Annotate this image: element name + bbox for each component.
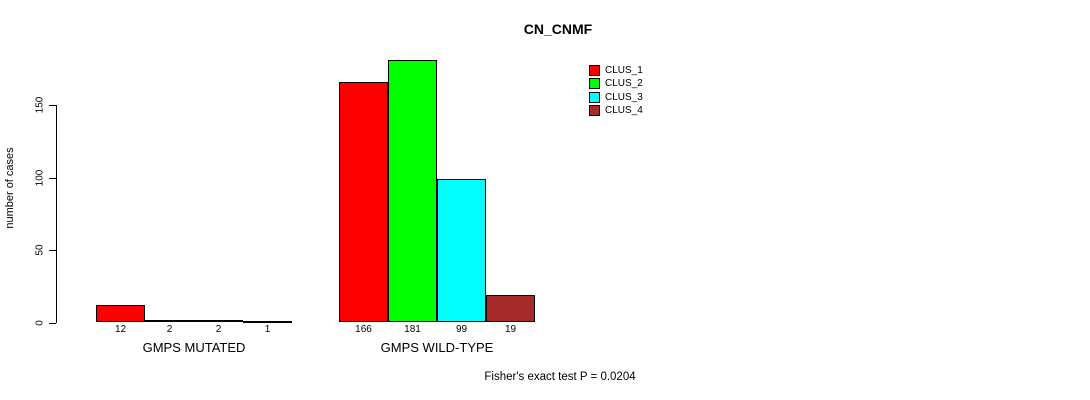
group-label: GMPS WILD-TYPE [380,340,494,355]
bar-value-label: 99 [455,324,468,335]
legend-swatch [589,65,600,76]
legend-label: CLUS_3 [605,91,643,103]
bar-clus_4-0 [243,320,292,323]
legend-label: CLUS_2 [605,78,643,90]
y-tick-mark [49,105,56,106]
bar-value-label: 2 [166,324,173,335]
bar-clus_4-1 [486,294,535,323]
bar-value-label: 181 [404,324,421,335]
y-tick-mark [49,250,56,251]
legend-swatch [589,91,600,103]
y-axis-line [56,105,57,323]
legend-item: CLUS_2 [589,78,643,90]
legend-item: CLUS_3 [589,91,643,103]
bar-value-label: 1 [264,324,271,335]
bar-clus_3-1 [437,178,486,323]
bar-value-label: 166 [355,324,372,335]
y-tick-mark [49,323,56,324]
legend-item: CLUS_4 [589,105,643,117]
legend-label: CLUS_4 [605,105,643,117]
bar-clus_3-0 [194,319,243,323]
y-tick-label: 0 [34,319,46,326]
bar-clus_1-1 [339,81,388,323]
legend-swatch [589,105,600,117]
legend-swatch [589,78,600,90]
y-tick-label: 150 [34,96,46,114]
bar-clus_2-1 [388,60,437,323]
bar-clus_1-0 [96,305,145,323]
y-axis-label: number of cases [4,147,16,229]
bar-value-label: 12 [114,324,127,335]
y-tick-label: 50 [34,244,46,256]
y-tick-mark [49,178,56,179]
legend-item: CLUS_1 [589,65,643,76]
group-label: GMPS MUTATED [142,340,246,355]
y-tick-label: 100 [34,169,46,186]
bar-value-label: 19 [504,324,517,335]
legend-label: CLUS_1 [605,65,643,76]
bar-value-label: 2 [215,324,222,335]
bar-clus_2-0 [145,319,194,323]
chart-title: CN_CNMF [523,21,593,37]
footer-stat: Fisher's exact test P = 0.0204 [484,371,636,383]
